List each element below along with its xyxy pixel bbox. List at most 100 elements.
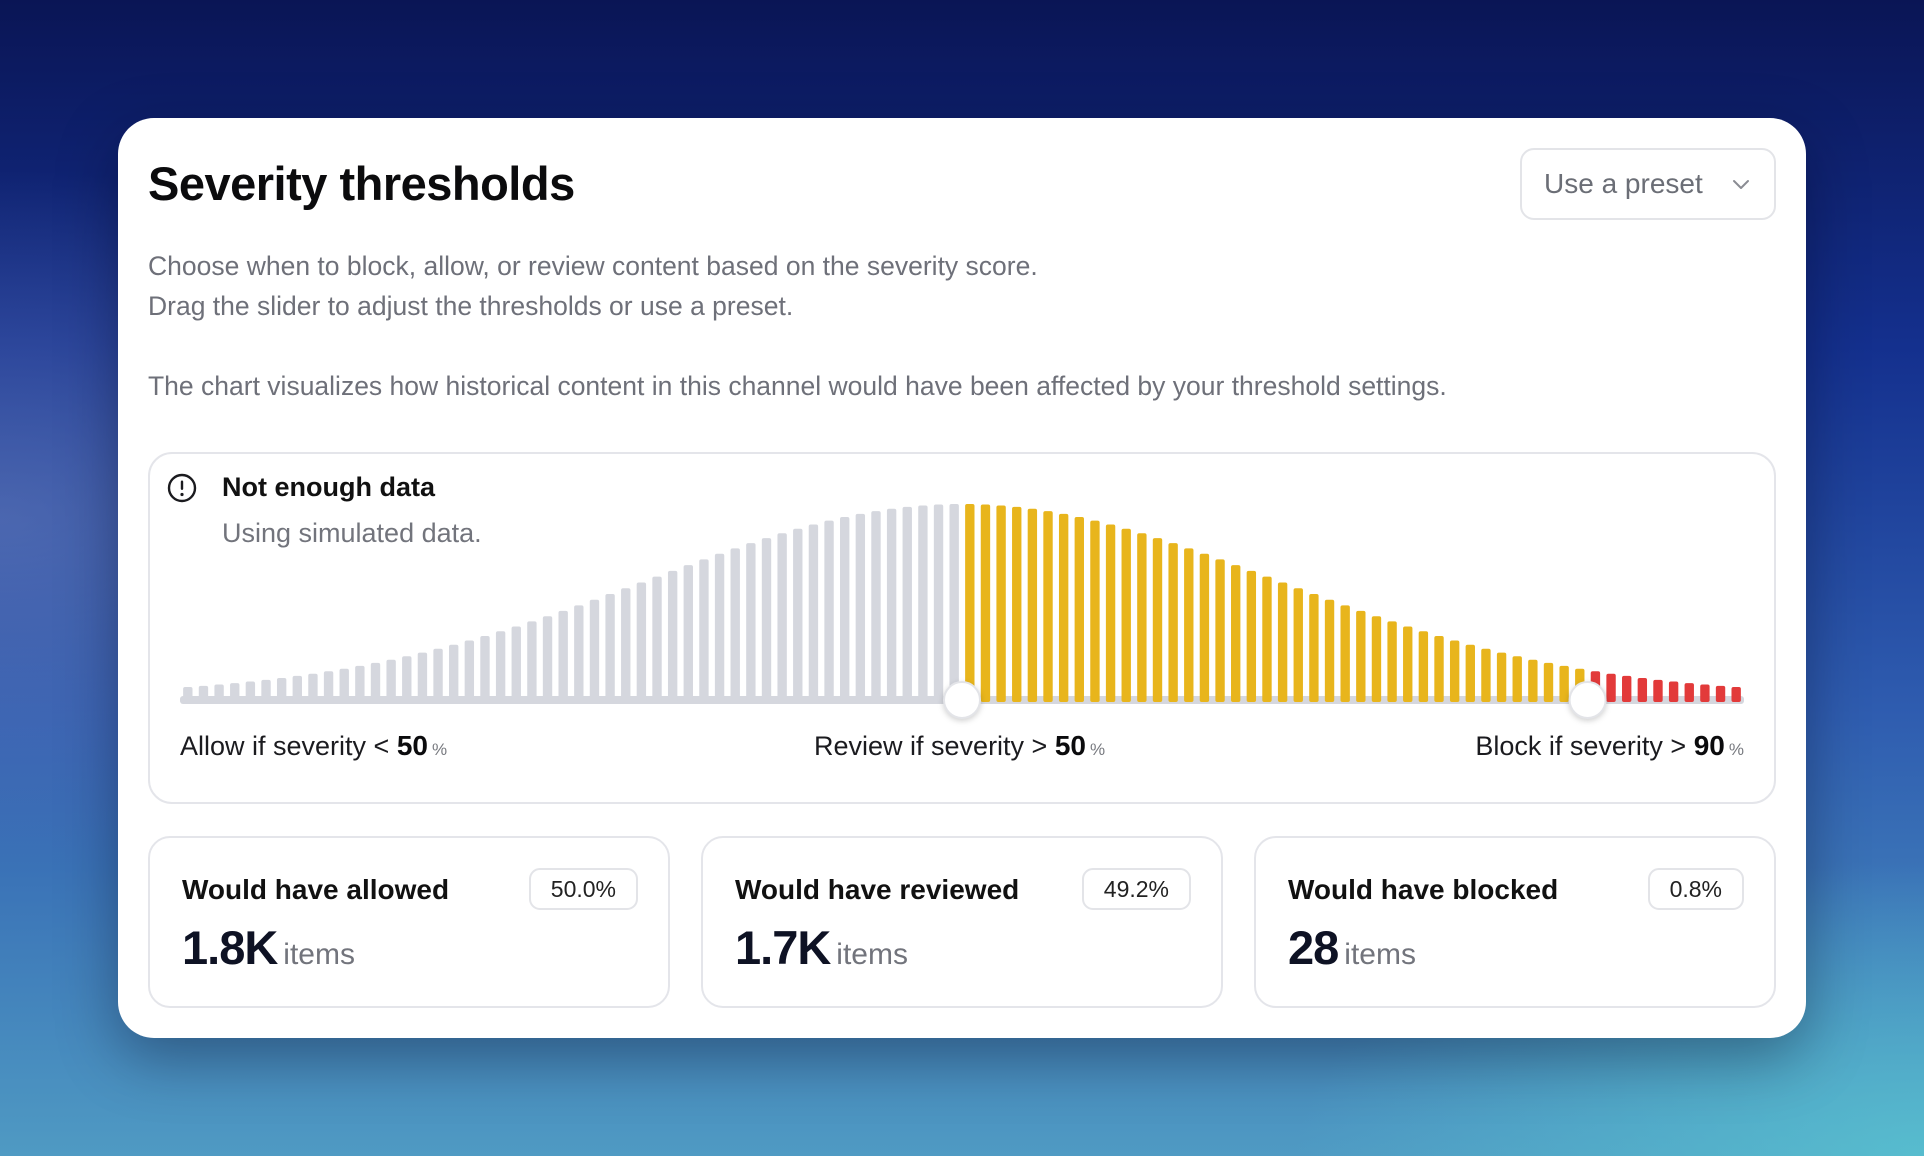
histogram-bar	[261, 679, 271, 702]
description-line: Drag the slider to adjust the thresholds…	[148, 291, 794, 321]
use-preset-dropdown[interactable]: Use a preset	[1520, 148, 1776, 220]
stat-number: 1.8K	[182, 921, 278, 974]
notice-subtitle: Using simulated data.	[222, 518, 482, 548]
allow-unit: %	[432, 740, 448, 759]
histogram-bar	[1481, 648, 1491, 702]
histogram-bar	[1434, 635, 1444, 702]
histogram-bar	[214, 684, 224, 702]
histogram-bar	[292, 675, 302, 702]
histogram-bar	[433, 648, 443, 702]
histogram-bar	[808, 524, 819, 702]
histogram-bar	[1231, 565, 1241, 702]
histogram-bar	[980, 504, 991, 702]
histogram-bar	[1184, 548, 1194, 702]
block-unit: %	[1728, 740, 1744, 759]
histogram-bar	[965, 504, 975, 702]
histogram-bar	[370, 662, 381, 702]
review-threshold-label: Review if severity > 50%	[814, 730, 1105, 762]
stat-unit: items	[836, 938, 908, 971]
chart-panel: Not enough data Using simulated data. Al…	[148, 452, 1776, 804]
stat-number: 28	[1288, 921, 1339, 974]
histogram-bar	[714, 553, 725, 702]
preset-label: Use a preset	[1544, 168, 1703, 199]
histogram-bar	[871, 511, 881, 702]
histogram-bar	[840, 517, 850, 702]
histogram-bar	[527, 621, 537, 702]
histogram-bar	[1606, 673, 1616, 702]
histogram-bar	[1293, 588, 1303, 702]
histogram-bar	[1324, 599, 1335, 702]
stat-unit: items	[1344, 938, 1416, 971]
histogram-bar	[667, 570, 678, 702]
histogram-bar	[902, 506, 912, 702]
stat-value: 1.8K items	[182, 920, 355, 975]
allow-value: 50	[396, 730, 428, 761]
histogram-bar	[480, 635, 490, 702]
stat-value: 1.7K items	[735, 920, 908, 975]
histogram-bar	[761, 538, 772, 702]
stat-percent-badge: 49.2%	[1081, 868, 1191, 910]
histogram-bar	[1731, 687, 1741, 702]
histogram-bar	[198, 685, 209, 702]
histogram-bar	[183, 687, 193, 702]
block-threshold-handle[interactable]	[1568, 681, 1607, 719]
histogram-bar	[276, 677, 287, 702]
histogram-bar	[230, 683, 240, 702]
histogram-bar	[1449, 640, 1460, 702]
histogram-bar	[730, 548, 740, 702]
histogram-bar	[1152, 538, 1163, 702]
histogram-bar	[1684, 683, 1694, 702]
stat-label: Would have blocked	[1288, 874, 1559, 905]
histogram-bar	[449, 644, 459, 702]
stat-unit: items	[283, 938, 355, 971]
histogram-bar	[1465, 644, 1475, 702]
histogram-bar	[1137, 533, 1147, 702]
histogram-bar	[339, 668, 349, 702]
histogram-bar	[542, 616, 553, 702]
histogram-bar	[1058, 513, 1069, 702]
histogram-bar	[1090, 520, 1100, 702]
histogram-bar	[1637, 677, 1648, 702]
stat-label: Would have allowed	[182, 874, 450, 905]
histogram-bar	[355, 665, 365, 702]
histogram-bar	[793, 528, 803, 702]
histogram-bar	[386, 659, 396, 702]
histogram-bar	[636, 582, 647, 702]
histogram-bar	[1528, 659, 1538, 702]
histogram-bar	[652, 576, 662, 702]
histogram-bar	[621, 588, 631, 702]
description-line: The chart visualizes how historical cont…	[148, 371, 1447, 401]
histogram-bar	[1403, 626, 1413, 702]
stat-card-blocked: Would have blocked 0.8% 28 items	[1254, 836, 1776, 1008]
histogram-bar	[1215, 559, 1225, 702]
review-threshold-handle[interactable]	[943, 681, 981, 719]
stat-percent-badge: 0.8%	[1647, 868, 1744, 910]
review-prefix: Review if severity >	[814, 731, 1048, 761]
histogram-bar	[1622, 675, 1632, 702]
histogram-bar	[855, 513, 866, 702]
histogram-bar	[1277, 582, 1288, 702]
histogram-bar	[558, 610, 568, 702]
histogram-bar	[1543, 662, 1554, 702]
histogram-bar	[1309, 594, 1319, 702]
histogram-bar	[996, 505, 1006, 702]
histogram-bar	[1559, 665, 1569, 702]
histogram-bar	[1715, 685, 1726, 702]
allow-threshold-label: Allow if severity < 50%	[180, 730, 447, 762]
histogram-bar	[323, 671, 334, 702]
histogram-bar	[417, 652, 428, 702]
histogram-bar	[1668, 681, 1679, 702]
stat-number: 1.7K	[735, 921, 831, 974]
histogram-bar	[1418, 631, 1429, 702]
severity-thresholds-card: Severity thresholds Use a preset Choose …	[118, 118, 1806, 1038]
histogram-bar	[495, 631, 506, 702]
histogram-bar	[1168, 543, 1178, 702]
histogram-bar	[918, 505, 928, 702]
allow-prefix: Allow if severity <	[180, 731, 390, 761]
histogram-bar	[1246, 570, 1257, 702]
histogram-bar	[589, 599, 600, 702]
histogram-bar	[1105, 524, 1116, 702]
histogram-bar	[777, 533, 787, 702]
histogram-bar	[308, 673, 318, 702]
histogram-bar	[1340, 605, 1350, 702]
